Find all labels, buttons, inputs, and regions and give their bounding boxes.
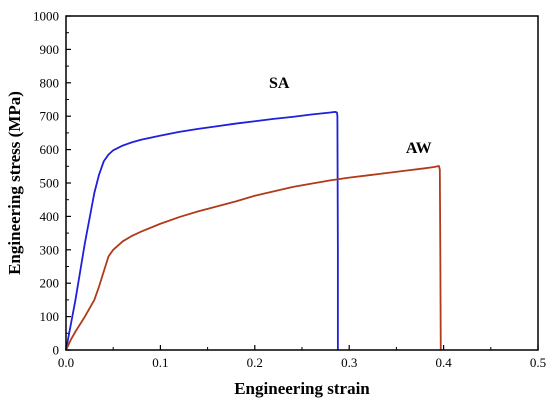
series-label-aw: AW	[406, 140, 432, 157]
series-layer	[65, 110, 442, 351]
labels-layer: SA AW	[269, 75, 432, 157]
x-tick-label: 0.0	[58, 355, 74, 370]
y-tick-label: 400	[40, 209, 60, 224]
y-tick-label: 500	[40, 176, 60, 191]
y-tick-label: 900	[40, 42, 60, 57]
y-tick-label: 200	[40, 276, 60, 291]
series-line-aw	[65, 165, 442, 351]
x-tick-label: 0.4	[435, 355, 452, 370]
x-tick-label: 0.1	[152, 355, 168, 370]
y-tick-label: 300	[40, 242, 60, 257]
y-tick-label: 700	[40, 109, 60, 124]
y-tick-label: 1000	[33, 9, 59, 24]
y-axis-title: Engineering stress (MPa)	[5, 91, 24, 275]
y-tick-label: 800	[40, 75, 60, 90]
series-line-sa	[65, 110, 339, 351]
y-tick-label: 0	[53, 343, 60, 358]
plot-frame	[65, 15, 539, 351]
y-tick-label: 600	[40, 142, 60, 157]
x-tick-label: 0.3	[341, 355, 357, 370]
series-label-sa: SA	[269, 75, 290, 92]
x-axis-title: Engineering strain	[234, 379, 370, 398]
ticks-layer: 0.0 0.1 0.2 0.3 0.4 0.5 0 100 200 300 400 500 600 700…	[33, 9, 546, 371]
x-tick-label: 0.5	[530, 355, 546, 370]
x-tick-label: 0.2	[247, 355, 263, 370]
y-tick-label: 100	[40, 309, 60, 324]
